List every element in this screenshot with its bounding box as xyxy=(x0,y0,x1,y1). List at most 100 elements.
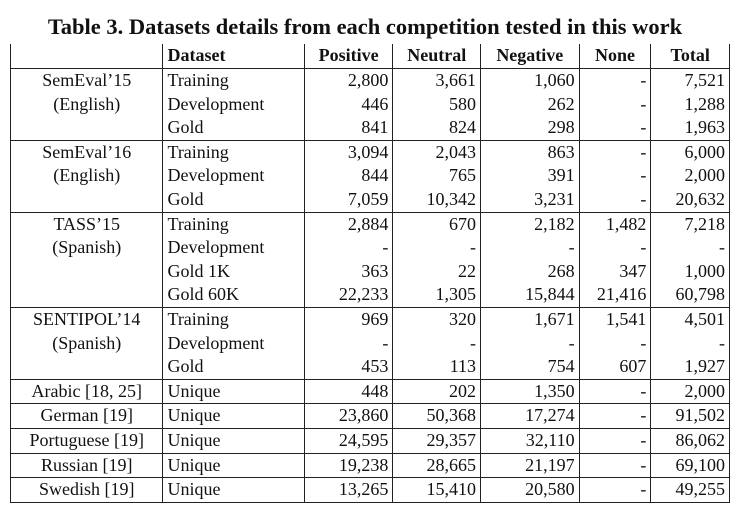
competition-cell xyxy=(9,259,164,284)
neutral-cell: 3,661 xyxy=(392,68,482,93)
negative-cell: 262 xyxy=(480,92,580,117)
header-neutral: Neutral xyxy=(392,44,482,69)
neutral-cell: 29,357 xyxy=(392,428,482,454)
competition-name: TASS’15 xyxy=(53,213,121,234)
dataset-split-cell: Unique xyxy=(162,477,305,503)
competition-cell: Portuguese [19] xyxy=(9,428,164,454)
total-cell: 60,798 xyxy=(650,283,730,308)
negative-cell: 298 xyxy=(480,116,580,141)
none-cell: - xyxy=(578,477,652,503)
none-cell: - xyxy=(578,236,652,260)
table-row: Swedish [19] Unique 13,265 15,410 20,580-49,… xyxy=(9,477,730,503)
none-cell: - xyxy=(578,331,652,356)
positive-cell: 446 xyxy=(303,92,394,117)
dataset-split-cell: Unique xyxy=(162,379,305,405)
neutral-cell: 50,368 xyxy=(392,403,482,429)
neutral-cell: 113 xyxy=(392,355,482,380)
dataset-split-cell: Gold 1K xyxy=(162,259,305,284)
competition-cell: SemEval’15 xyxy=(9,68,164,93)
total-cell: 2,000 xyxy=(650,164,730,188)
neutral-cell: 824 xyxy=(392,116,482,141)
header-competition xyxy=(9,44,164,69)
dataset-split-cell: Development xyxy=(162,92,305,117)
competition-name: (Spanish) xyxy=(52,237,122,258)
table-row: TASS’15 Training 2,884 670 2,182 1,482 7,218 xyxy=(9,212,730,237)
dataset-split-cell: Development xyxy=(162,331,305,356)
table-row: German [19] Unique 23,860 50,368 17,274-91,5… xyxy=(9,403,730,429)
positive-cell: 13,265 xyxy=(303,477,394,503)
positive-cell: 19,238 xyxy=(303,453,394,479)
table-row: Arabic [18, 25] Unique 448 202 1,350-2,000 xyxy=(9,379,730,405)
dataset-split-cell: Training xyxy=(162,140,305,165)
dataset-split-cell: Training xyxy=(162,68,305,93)
competition-cell: German [19] xyxy=(9,403,164,429)
total-cell: 6,000 xyxy=(650,140,730,165)
dataset-split-cell: Training xyxy=(162,212,305,237)
total-cell: 2,000 xyxy=(650,379,730,405)
total-cell: 7,521 xyxy=(650,68,730,93)
positive-cell: 841 xyxy=(303,116,394,141)
negative-cell: 268 xyxy=(480,259,580,284)
table-row: Gold 841 824 298-1,963 xyxy=(9,116,730,141)
header-total: Total xyxy=(650,44,730,69)
header-positive: Positive xyxy=(303,44,394,69)
dataset-split-cell: Gold 60K xyxy=(162,283,305,308)
competition-cell: SENTIPOL’14 xyxy=(9,307,164,332)
positive-cell: 7,059 xyxy=(303,187,394,213)
datasets-table: Dataset Positive Neutral Negative None T… xyxy=(9,44,730,503)
competition-cell xyxy=(9,116,164,141)
dataset-split-cell: Unique xyxy=(162,403,305,429)
none-cell: 607 xyxy=(578,355,652,380)
competition-name: (English) xyxy=(53,93,121,114)
positive-cell: 453 xyxy=(303,355,394,380)
dataset-split-cell: Gold xyxy=(162,116,305,141)
total-cell: 1,927 xyxy=(650,355,730,380)
negative-cell: 1,350 xyxy=(480,379,580,405)
table-row: SemEval’16 Training 3,094 2,043 863-6,000 xyxy=(9,140,730,165)
table-row: Russian [19] Unique 19,238 28,665 21,197-69,… xyxy=(9,453,730,479)
table-row: (Spanish) Development - - - - - xyxy=(9,331,730,356)
total-cell: 91,502 xyxy=(650,403,730,429)
competition-name: Portuguese [19] xyxy=(29,429,144,450)
table-row: SemEval’15 Training 2,800 3,661 1,060-7,521 xyxy=(9,68,730,93)
none-cell: - xyxy=(578,68,652,93)
neutral-cell: 580 xyxy=(392,92,482,117)
negative-cell: 863 xyxy=(480,140,580,165)
total-cell: - xyxy=(650,236,730,260)
neutral-cell: 1,305 xyxy=(392,283,482,308)
positive-cell: 3,094 xyxy=(303,140,394,165)
dataset-split-cell: Gold xyxy=(162,355,305,380)
table-row: (English) Development 844 765 391-2,000 xyxy=(9,164,730,188)
competition-name: Arabic [18, 25] xyxy=(31,380,142,401)
neutral-cell: - xyxy=(392,331,482,356)
positive-cell: 24,595 xyxy=(303,428,394,454)
competition-name: SENTIPOL’14 xyxy=(33,308,141,329)
negative-cell: 32,110 xyxy=(480,428,580,454)
neutral-cell: 2,043 xyxy=(392,140,482,165)
competition-cell xyxy=(9,355,164,380)
header-none: None xyxy=(578,44,652,69)
none-cell: - xyxy=(578,164,652,188)
competition-name: Russian [19] xyxy=(40,454,133,475)
table-row: Portuguese [19] Unique 24,595 29,357 32,110-… xyxy=(9,428,730,454)
header-negative: Negative xyxy=(480,44,580,69)
neutral-cell: 28,665 xyxy=(392,453,482,479)
header-row: Dataset Positive Neutral Negative None T… xyxy=(9,44,730,69)
negative-cell: 754 xyxy=(480,355,580,380)
negative-cell: 15,844 xyxy=(480,283,580,308)
competition-cell: (English) xyxy=(9,164,164,188)
positive-cell: 2,800 xyxy=(303,68,394,93)
positive-cell: 22,233 xyxy=(303,283,394,308)
negative-cell: 3,231 xyxy=(480,187,580,213)
table-row: (English) Development 446 580 262-1,288 xyxy=(9,92,730,117)
total-cell: - xyxy=(650,331,730,356)
negative-cell: - xyxy=(480,236,580,260)
none-cell: - xyxy=(578,140,652,165)
none-cell: - xyxy=(578,379,652,405)
table-row: Gold 453 113 754 607 1,927 xyxy=(9,355,730,380)
total-cell: 7,218 xyxy=(650,212,730,237)
none-cell: - xyxy=(578,428,652,454)
dataset-split-cell: Development xyxy=(162,164,305,188)
header-dataset: Dataset xyxy=(162,44,305,69)
total-cell: 4,501 xyxy=(650,307,730,332)
